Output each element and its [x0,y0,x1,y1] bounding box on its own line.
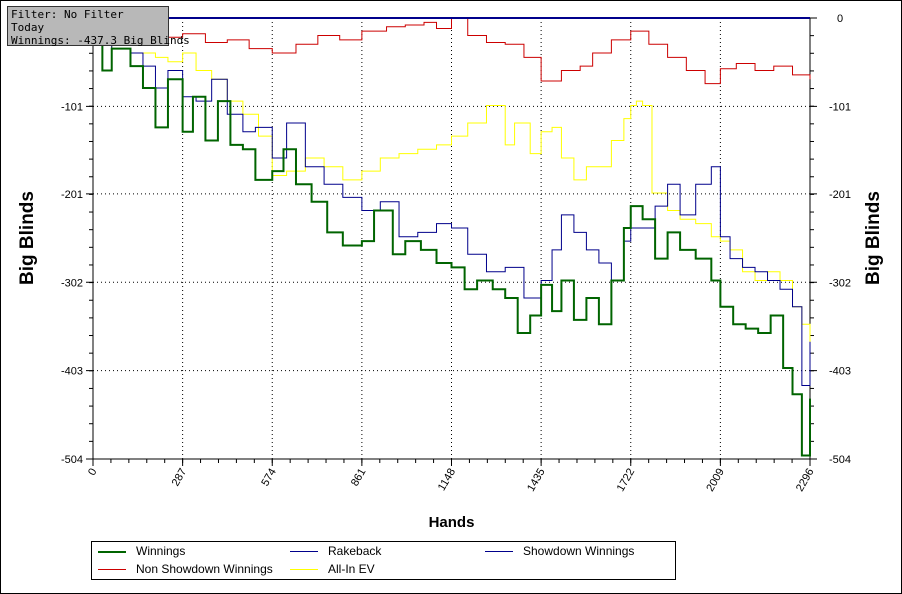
chart-legend: Winnings Rakeback Showdown Winnings Non … [91,541,676,580]
legend-swatch-non-showdown [98,569,126,570]
legend-swatch-showdown [485,551,513,552]
legend-label: Non Showdown Winnings [136,562,273,576]
y-tick-label: -403 [61,366,83,378]
y-tick-label-right: -302 [829,277,851,289]
x-tick-label: 1435 [525,467,548,494]
y-tick-label: -201 [61,189,83,201]
y-tick-label: -302 [61,277,83,289]
x-tick-label: 2296 [794,467,817,494]
legend-swatch-all-in-ev [290,569,318,570]
legend-label: Showdown Winnings [523,544,635,558]
x-tick-label: 1722 [615,467,638,494]
series-line-winnings [93,34,811,457]
x-tick-label: 1148 [436,467,458,493]
legend-swatch-winnings [98,551,126,553]
series-line-showdown-winnings [93,35,811,386]
legend-label: Winnings [136,544,186,558]
y-tick-label-right: 0 [837,13,843,25]
y-axis-title-left: Big Blinds [17,191,38,285]
x-tick-label: 287 [170,467,190,489]
y-tick-label-right: -201 [829,189,851,201]
filter-label: Filter: No Filter [11,8,124,21]
y-tick-label-right: -504 [829,454,851,466]
series-line-non-showdown-winnings [93,17,811,85]
x-tick-label: 574 [259,467,279,489]
legend-swatch-rakeback [290,551,318,552]
y-tick-label-right: -403 [829,366,851,378]
x-tick-label: 0 [86,467,99,478]
x-axis-title: Hands [429,514,475,531]
x-tick-label: 2009 [704,467,727,494]
legend-label: Rakeback [328,544,382,558]
legend-label: All-In EV [328,562,375,576]
period-label: Today [11,21,45,34]
y-tick-label: -504 [61,454,83,466]
filter-info-box: Filter: No Filter Today Winnings: -437.3… [7,6,190,47]
x-tick-label: 861 [349,467,369,489]
series-line-all-in-ev [93,43,811,351]
winnings-summary: Winnings: -437.3 Big Blinds [11,34,190,47]
y-axis-title-right: Big Blinds [863,191,884,285]
y-tick-label: -101 [61,101,83,113]
y-tick-label-right: -101 [829,101,851,113]
